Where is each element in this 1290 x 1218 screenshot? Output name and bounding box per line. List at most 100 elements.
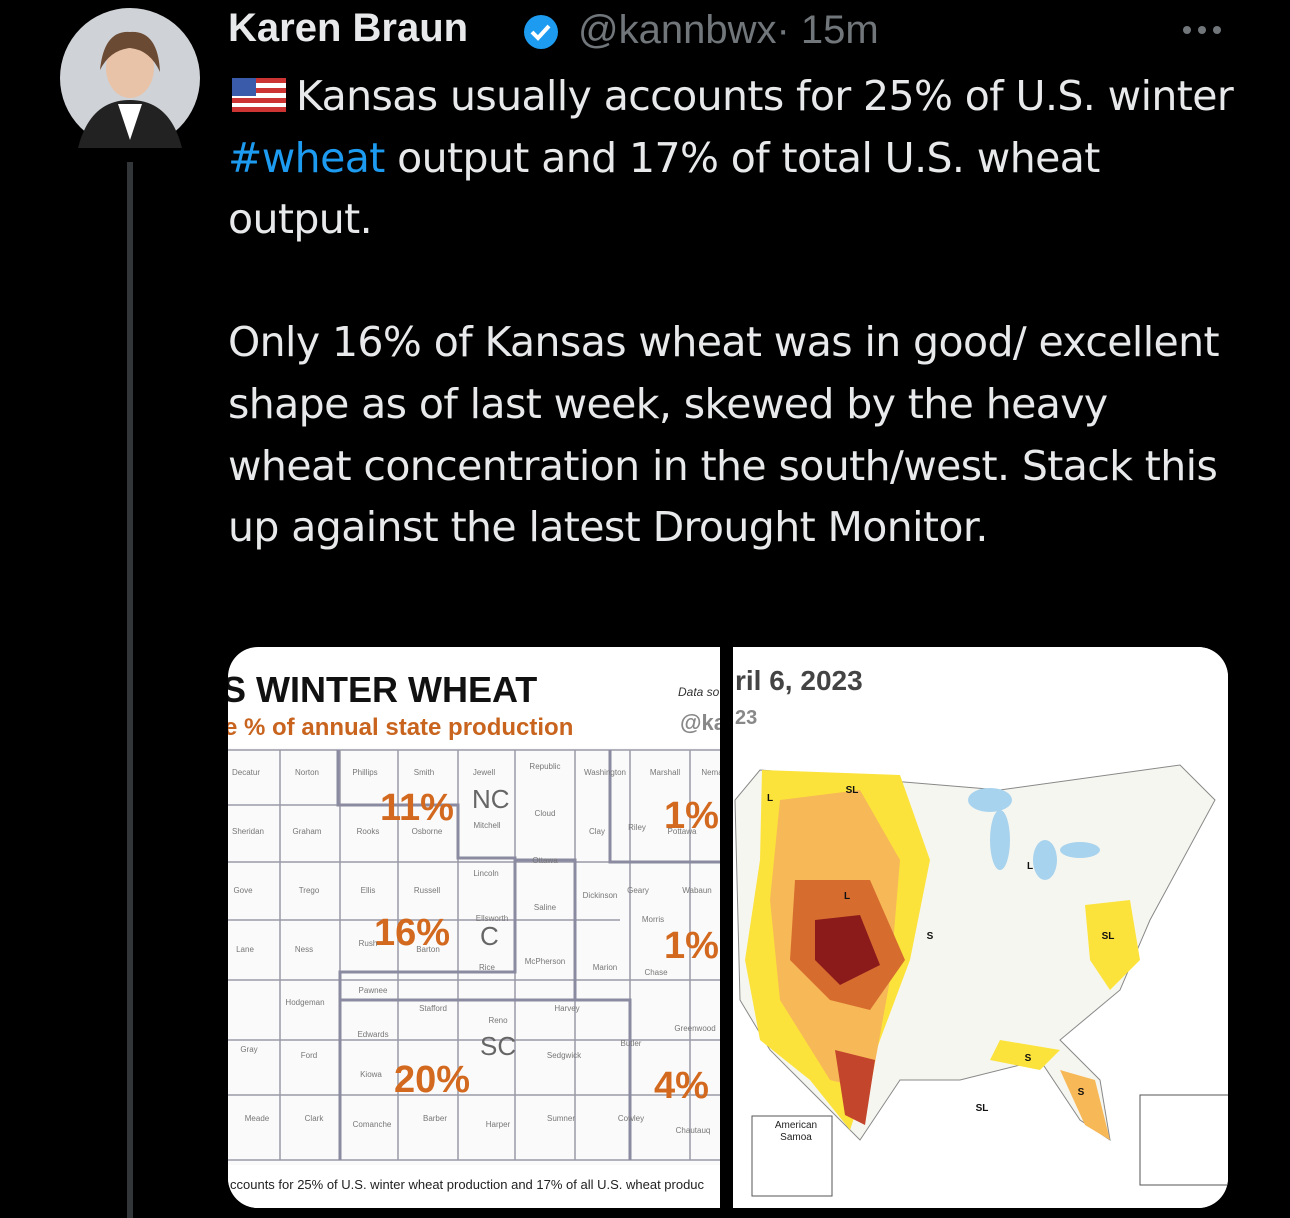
county-label: Republic	[529, 762, 560, 771]
map-date: 23	[735, 707, 757, 729]
county-label: Kiowa	[360, 1070, 382, 1079]
county-label: Cloud	[535, 809, 556, 818]
county-label: Clark	[305, 1114, 325, 1123]
county-label: Greenwood	[674, 1024, 715, 1033]
region-label: C	[480, 921, 499, 951]
map-subtitle: e % of annual state production	[228, 714, 573, 741]
county-label: Russell	[414, 886, 440, 895]
county-label: Chase	[644, 968, 668, 977]
county-label: Marshall	[650, 768, 680, 777]
impact-label: S	[1025, 1053, 1032, 1064]
county-label: Rice	[479, 963, 496, 972]
county-label: Norton	[295, 768, 319, 777]
county-label: McPherson	[525, 957, 565, 966]
county-label: Marion	[593, 963, 617, 972]
impact-label: SL	[1102, 931, 1115, 942]
region-label: 16%	[374, 912, 450, 954]
map-date: ril 6, 2023	[735, 665, 863, 696]
county-label: Ness	[295, 945, 313, 954]
impact-label: L	[767, 793, 773, 804]
county-label: Trego	[299, 886, 320, 895]
county-label: Reno	[488, 1016, 508, 1025]
county-label: Sedgwick	[547, 1051, 582, 1060]
county-label: Edwards	[357, 1030, 388, 1039]
region-label: 11%	[380, 787, 454, 829]
county-label: Graham	[293, 827, 322, 836]
author-name[interactable]: Karen Braun	[228, 6, 469, 50]
author-handle[interactable]: @kannbwx· 15m	[578, 8, 879, 53]
county-label: Smith	[414, 768, 434, 777]
county-label: Decatur	[232, 768, 260, 777]
county-label: Ottawa	[532, 856, 558, 865]
inset-label: American Samoa	[775, 1120, 817, 1143]
footer: ccounts for 25% of U.S. winter wheat pro…	[230, 1177, 705, 1192]
source: Data so	[678, 685, 720, 699]
county-label: Sheridan	[232, 827, 264, 836]
county-label: Gray	[240, 1045, 257, 1054]
county-label: Harper	[486, 1120, 511, 1129]
region-label: NC	[472, 784, 510, 814]
county-label: Lincoln	[473, 869, 498, 878]
county-label: Geary	[627, 886, 649, 895]
flag-emoji	[232, 78, 286, 112]
region-label: 1%	[664, 925, 719, 967]
map-title: S WINTER WHEAT	[228, 669, 537, 710]
county-label: Harvey	[554, 1004, 579, 1013]
impact-label: L	[844, 891, 850, 902]
county-label: Ellsworth	[476, 914, 508, 923]
region-label: 4%	[654, 1065, 709, 1107]
timestamp[interactable]: · 15m	[776, 8, 879, 52]
county-label: Hodgeman	[285, 998, 324, 1007]
county-label: Rooks	[357, 827, 380, 836]
handle[interactable]: @kannbwx	[578, 8, 777, 52]
county-label: Washington	[584, 768, 626, 777]
thread-line	[127, 162, 133, 1218]
county-label: Stafford	[419, 1004, 447, 1013]
county-label: Clay	[589, 827, 605, 836]
county-label: Pawnee	[359, 986, 388, 995]
county-label: Mitchell	[473, 821, 500, 830]
county-label: Ford	[301, 1051, 317, 1060]
region-label: 1%	[664, 795, 719, 837]
county-label: Osborne	[412, 827, 443, 836]
text: Kansas usually accounts for 25% of U.S. …	[296, 72, 1234, 120]
county-label: Barber	[423, 1114, 447, 1123]
impact-label: S	[927, 931, 934, 942]
tweet-text: Kansas usually accounts for 25% of U.S. …	[228, 66, 1238, 559]
county-label: Ellis	[361, 886, 376, 895]
hashtag[interactable]: #wheat	[228, 133, 385, 182]
county-label: Comanche	[353, 1120, 392, 1129]
county-label: Barton	[416, 945, 440, 954]
county-label: Jewell	[473, 768, 495, 777]
more-button[interactable]	[1183, 26, 1221, 34]
text: output and 17% of total U.S. wheat outpu…	[228, 133, 1100, 244]
county-label: Wabaun	[682, 886, 712, 895]
paragraph: Kansas usually accounts for 25% of U.S. …	[228, 66, 1238, 251]
county-label: Riley	[628, 823, 646, 832]
county-label: Pottawa	[668, 827, 697, 836]
county-label: Morris	[642, 915, 664, 924]
impact-label: S	[1078, 1087, 1085, 1098]
county-label: Phillips	[352, 768, 377, 777]
county-label: Cowley	[618, 1114, 644, 1123]
impact-label: SL	[846, 785, 859, 796]
county-label: Lane	[236, 945, 254, 954]
county-label: Nema	[701, 768, 723, 777]
region-label: 20%	[394, 1059, 470, 1101]
county-label: Butler	[621, 1039, 642, 1048]
county-label: Sumner	[547, 1114, 575, 1123]
region-label: SC	[480, 1031, 516, 1061]
source-handle: @ka	[680, 710, 727, 735]
county-label: Meade	[245, 1114, 270, 1123]
county-label: Rush	[359, 939, 378, 948]
impact-label: L	[1027, 861, 1033, 872]
county-label: Chautauq	[676, 1126, 711, 1135]
county-label: Saline	[534, 903, 557, 912]
county-label: Gove	[233, 886, 253, 895]
impact-label: SL	[976, 1103, 989, 1114]
paragraph: Only 16% of Kansas wheat was in good/ ex…	[228, 318, 1220, 552]
county-label: Dickinson	[583, 891, 618, 900]
media[interactable]: S WINTER WHEAT e % of annual state produc…	[228, 647, 1228, 1208]
